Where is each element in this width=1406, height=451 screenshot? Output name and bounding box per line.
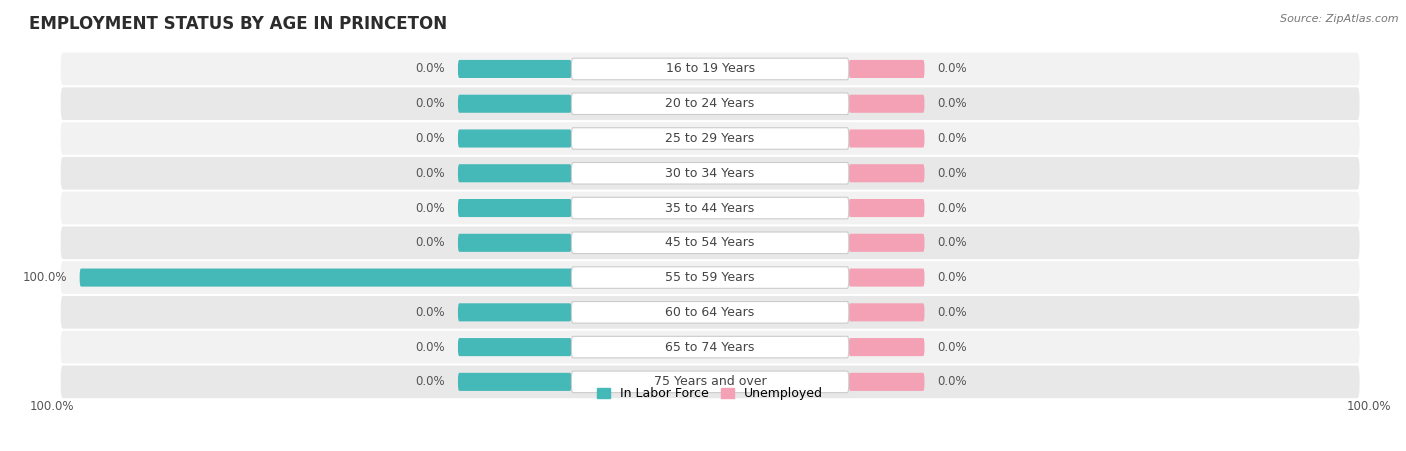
FancyBboxPatch shape: [60, 122, 1360, 155]
Text: 55 to 59 Years: 55 to 59 Years: [665, 271, 755, 284]
FancyBboxPatch shape: [60, 365, 1360, 398]
FancyBboxPatch shape: [60, 296, 1360, 329]
Text: 100.0%: 100.0%: [1347, 400, 1391, 414]
FancyBboxPatch shape: [849, 234, 925, 252]
FancyBboxPatch shape: [571, 58, 849, 80]
Text: 0.0%: 0.0%: [416, 97, 446, 110]
FancyBboxPatch shape: [849, 60, 925, 78]
Text: 65 to 74 Years: 65 to 74 Years: [665, 341, 755, 354]
FancyBboxPatch shape: [571, 93, 849, 115]
FancyBboxPatch shape: [458, 373, 571, 391]
FancyBboxPatch shape: [60, 53, 1360, 85]
FancyBboxPatch shape: [60, 226, 1360, 259]
FancyBboxPatch shape: [60, 87, 1360, 120]
Text: 0.0%: 0.0%: [936, 236, 967, 249]
FancyBboxPatch shape: [849, 95, 925, 113]
Text: 0.0%: 0.0%: [936, 306, 967, 319]
Text: 0.0%: 0.0%: [936, 132, 967, 145]
Text: 60 to 64 Years: 60 to 64 Years: [665, 306, 755, 319]
FancyBboxPatch shape: [571, 336, 849, 358]
Text: 0.0%: 0.0%: [416, 375, 446, 388]
FancyBboxPatch shape: [60, 192, 1360, 225]
FancyBboxPatch shape: [849, 303, 925, 322]
FancyBboxPatch shape: [458, 95, 571, 113]
Text: 0.0%: 0.0%: [936, 202, 967, 215]
FancyBboxPatch shape: [849, 129, 925, 147]
FancyBboxPatch shape: [571, 232, 849, 253]
FancyBboxPatch shape: [571, 128, 849, 149]
FancyBboxPatch shape: [849, 199, 925, 217]
Text: 75 Years and over: 75 Years and over: [654, 375, 766, 388]
FancyBboxPatch shape: [849, 164, 925, 182]
Legend: In Labor Force, Unemployed: In Labor Force, Unemployed: [592, 382, 828, 405]
FancyBboxPatch shape: [458, 164, 571, 182]
Text: 45 to 54 Years: 45 to 54 Years: [665, 236, 755, 249]
FancyBboxPatch shape: [849, 338, 925, 356]
FancyBboxPatch shape: [80, 268, 710, 286]
Text: 30 to 34 Years: 30 to 34 Years: [665, 167, 755, 180]
Text: 0.0%: 0.0%: [936, 63, 967, 75]
Text: 20 to 24 Years: 20 to 24 Years: [665, 97, 755, 110]
Text: 25 to 29 Years: 25 to 29 Years: [665, 132, 755, 145]
FancyBboxPatch shape: [571, 371, 849, 393]
Text: 100.0%: 100.0%: [30, 400, 73, 414]
Text: 0.0%: 0.0%: [416, 132, 446, 145]
FancyBboxPatch shape: [571, 197, 849, 219]
FancyBboxPatch shape: [458, 303, 571, 322]
Text: 0.0%: 0.0%: [936, 341, 967, 354]
Text: 0.0%: 0.0%: [416, 202, 446, 215]
FancyBboxPatch shape: [571, 267, 849, 288]
Text: 0.0%: 0.0%: [936, 375, 967, 388]
Text: 16 to 19 Years: 16 to 19 Years: [665, 63, 755, 75]
Text: 0.0%: 0.0%: [936, 167, 967, 180]
Text: 0.0%: 0.0%: [416, 63, 446, 75]
FancyBboxPatch shape: [60, 157, 1360, 189]
Text: 35 to 44 Years: 35 to 44 Years: [665, 202, 755, 215]
Text: 100.0%: 100.0%: [22, 271, 67, 284]
FancyBboxPatch shape: [458, 234, 571, 252]
FancyBboxPatch shape: [458, 199, 571, 217]
FancyBboxPatch shape: [571, 302, 849, 323]
Text: EMPLOYMENT STATUS BY AGE IN PRINCETON: EMPLOYMENT STATUS BY AGE IN PRINCETON: [30, 15, 447, 33]
FancyBboxPatch shape: [849, 373, 925, 391]
FancyBboxPatch shape: [458, 60, 571, 78]
FancyBboxPatch shape: [60, 261, 1360, 294]
FancyBboxPatch shape: [458, 338, 571, 356]
Text: 0.0%: 0.0%: [416, 167, 446, 180]
Text: 0.0%: 0.0%: [936, 271, 967, 284]
Text: 0.0%: 0.0%: [416, 341, 446, 354]
Text: 0.0%: 0.0%: [936, 97, 967, 110]
Text: 0.0%: 0.0%: [416, 236, 446, 249]
FancyBboxPatch shape: [458, 129, 571, 147]
FancyBboxPatch shape: [849, 268, 925, 286]
Text: Source: ZipAtlas.com: Source: ZipAtlas.com: [1281, 14, 1399, 23]
FancyBboxPatch shape: [60, 331, 1360, 364]
FancyBboxPatch shape: [571, 162, 849, 184]
Text: 0.0%: 0.0%: [416, 306, 446, 319]
